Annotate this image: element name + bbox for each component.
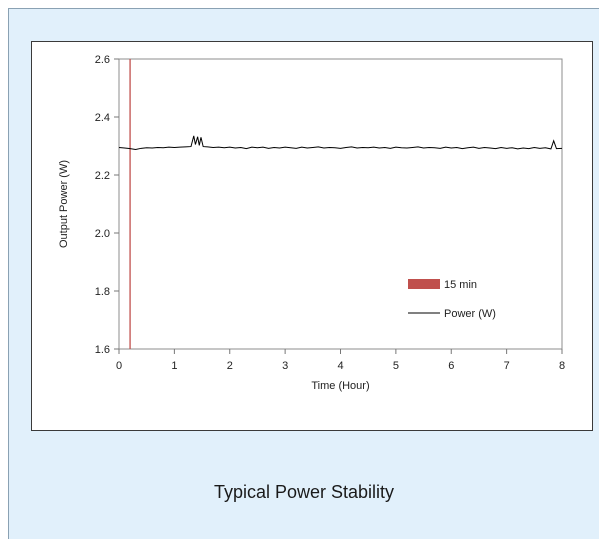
series-power-line: [118, 135, 563, 150]
legend-label-15-min: 15 min: [444, 279, 477, 291]
figure-caption: Typical Power Stability: [213, 482, 395, 502]
chart-panel: 1.6 1.8 2.0 2.2 2.4 2.6 0 1 2 3 4 5 6 7 8 Time (Hour) Ou…: [8, 8, 599, 539]
x-tick-label: 3: [282, 360, 288, 372]
x-tick-label: 4: [337, 360, 343, 372]
legend-label-power: Power (W): [444, 308, 496, 320]
power-stability-chart: 1.6 1.8 2.0 2.2 2.4 2.6 0 1 2 3 4 5 6 7 8 Time (Hour) Ou…: [58, 54, 565, 392]
y-tick-label: 1.6: [95, 344, 110, 356]
x-axis-title: Time (Hour): [311, 380, 369, 392]
y-tick-label: 2.2: [95, 170, 110, 182]
plot-area-border: [118, 58, 563, 350]
x-tick-label: 7: [504, 360, 510, 372]
x-tick-label: 2: [227, 360, 233, 372]
x-tick-label: 6: [448, 360, 454, 372]
y-tick-label: 1.8: [95, 286, 110, 298]
chart-frame: 1.6 1.8 2.0 2.2 2.4 2.6 0 1 2 3 4 5 6 7 8 Time (Hour) Ou…: [31, 41, 593, 431]
y-tick-label: 2.6: [95, 54, 110, 66]
y-tick-label: 2.4: [95, 112, 110, 124]
y-axis-title: Output Power (W): [58, 160, 70, 248]
x-tick-label: 1: [171, 360, 177, 372]
y-tick-label: 2.0: [95, 228, 110, 240]
x-tick-label: 5: [393, 360, 399, 372]
x-tick-label: 8: [559, 360, 565, 372]
legend-swatch-15-min: [408, 279, 440, 289]
x-tick-label: 0: [116, 360, 122, 372]
